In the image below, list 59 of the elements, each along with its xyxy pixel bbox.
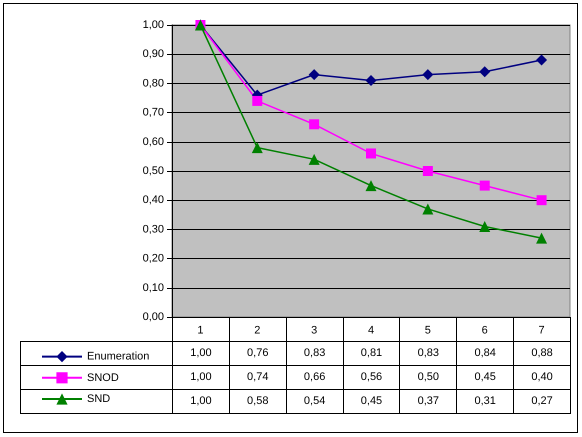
point <box>479 66 490 78</box>
y-tick-label: 0,10 <box>142 282 164 294</box>
point <box>536 54 548 66</box>
point <box>308 69 320 80</box>
data-label: 0,40 <box>513 365 571 390</box>
point <box>536 232 548 244</box>
data-label: 1,00 <box>172 365 230 390</box>
point <box>422 69 434 80</box>
y-tick-label: 0,40 <box>142 194 164 206</box>
point <box>252 96 262 106</box>
data-label: 0,81 <box>342 341 400 366</box>
legend-label: Enumeration <box>87 350 150 363</box>
x-tick-label: 7 <box>538 324 545 336</box>
data-label: 0,74 <box>228 365 287 390</box>
x-tick-label: 5 <box>424 324 431 336</box>
point <box>252 142 263 154</box>
data-label: 0,76 <box>228 341 287 366</box>
data-label: 0,83 <box>286 341 344 366</box>
data-label: 0,84 <box>456 341 514 366</box>
y-tick-label: 0,80 <box>142 77 164 90</box>
data-label: 0,66 <box>286 365 344 390</box>
y-tick-label: 0,70 <box>142 106 164 119</box>
point <box>422 166 433 176</box>
point <box>480 180 490 191</box>
legend-label: SNOD <box>87 372 119 384</box>
data-label: 0,45 <box>342 389 400 414</box>
legend-label: SND <box>87 393 110 405</box>
point <box>366 148 376 158</box>
y-tick-label: 0,50 <box>142 165 164 177</box>
data-label: 0,37 <box>399 389 458 414</box>
data-label: 1,00 <box>172 341 230 366</box>
data-label: 0,58 <box>228 389 287 414</box>
data-label: 0,31 <box>456 389 514 414</box>
data-label: 0,54 <box>286 389 344 414</box>
y-tick-label: 0,20 <box>142 252 164 265</box>
point <box>422 203 434 214</box>
y-tick-label: 0,00 <box>142 311 164 323</box>
data-label: 0,50 <box>399 365 458 390</box>
data-label: 0,56 <box>342 365 400 390</box>
data-label: 0,45 <box>456 365 514 390</box>
point <box>308 154 320 165</box>
x-tick-label: 6 <box>482 324 488 336</box>
point <box>366 74 376 86</box>
x-tick-label: 3 <box>311 324 318 336</box>
x-tick-label: 4 <box>368 324 374 336</box>
y-tick-label: 0,60 <box>142 136 164 148</box>
point <box>536 195 547 206</box>
y-tick-label: 0,30 <box>142 223 164 236</box>
point <box>309 119 320 130</box>
data-label: 0,88 <box>513 341 571 366</box>
y-tick-label: 0,90 <box>142 48 164 60</box>
x-tick-label: 1 <box>197 324 204 336</box>
point <box>366 180 376 192</box>
point <box>479 220 490 232</box>
data-label: 0,83 <box>399 341 458 366</box>
data-label: 1,00 <box>172 389 230 414</box>
x-tick-label: 2 <box>254 324 260 336</box>
y-tick-label: 1,00 <box>142 19 164 31</box>
data-label: 0,27 <box>513 389 571 414</box>
